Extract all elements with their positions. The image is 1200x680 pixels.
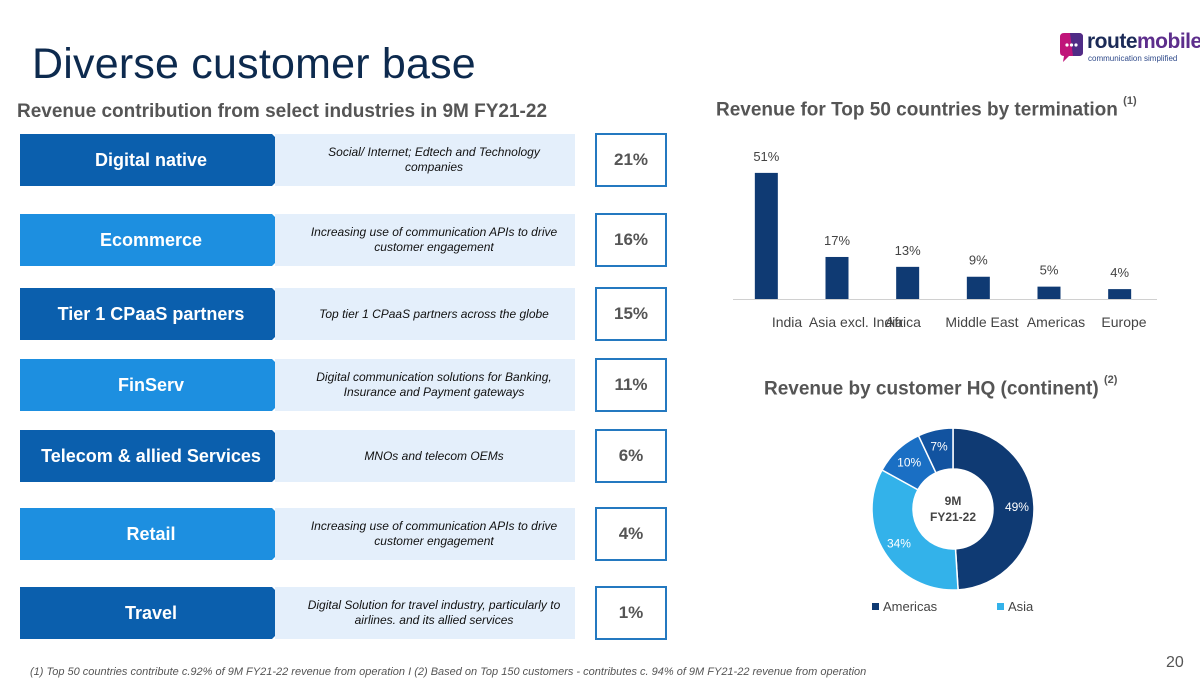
legend-swatch [997,603,1004,610]
industry-description: Increasing use of communication APIs to … [275,214,575,266]
bar [1108,289,1132,299]
slice-label: 7% [930,440,948,454]
bar [1037,286,1061,299]
industry-description: MNOs and telecom OEMs [275,430,575,482]
industry-arrow: Digital native [20,134,298,186]
industry-arrow: Travel [20,587,298,639]
industry-arrow: FinServ [20,359,298,411]
page-number: 20 [1166,654,1184,671]
bar [825,256,849,299]
bar-value-label: 13% [895,243,921,258]
industry-row: FinServ Digital communication solutions f… [20,358,670,412]
industry-description: Increasing use of communication APIs to … [275,508,575,560]
industry-share: 15% [595,287,667,341]
industry-description: Top tier 1 CPaaS partners across the glo… [275,288,575,340]
industry-label: FinServ [117,375,185,395]
continent-donut-chart: 49% 34% 10% 7% 9M FY21-22 Americas Asia [871,427,1035,614]
logo-tagline: communication simplified [1088,54,1178,63]
bar-value-label: 17% [824,233,850,248]
slice-label: 49% [1005,500,1029,514]
bar-chart-heading: Revenue for Top 50 countries by terminat… [716,95,1137,121]
category-tick-label: Asia excl. India [809,314,903,330]
category-tick-label: India [772,314,803,330]
legend-label: Americas [883,599,938,614]
donut-slice [871,468,959,591]
industry-arrow: Tier 1 CPaaS partners [20,288,298,340]
bar [896,266,920,299]
countries-bar-chart: 51% India 17% Asia excl. India 13% Africa 9% Mi… [733,149,1157,330]
bar-value-label: 4% [1110,265,1129,280]
industry-share: 1% [595,586,667,640]
donut-hole [914,470,992,548]
industry-arrow: Retail [20,508,298,560]
category-tick-label: Middle East [945,314,1018,330]
category-tick-label: Americas [1027,314,1085,330]
industries-heading: Revenue contribution from select industr… [17,101,548,122]
industry-label: Digital native [94,150,208,170]
donut-center-label: FY21-22 [930,510,976,524]
industry-label: Retail [126,524,176,544]
category-tick-label: Europe [1101,314,1146,330]
industry-row: Tier 1 CPaaS partners Top tier 1 CPaaS pa… [20,287,670,341]
industry-label: Tier 1 CPaaS partners [57,304,245,324]
industry-description-text: Increasing use of communication APIs to … [310,225,558,254]
legend-swatch [872,603,879,610]
legend-label: Asia [1008,599,1034,614]
donut-center-label: 9M [945,494,962,508]
industry-description: Digital communication solutions for Bank… [275,359,575,411]
industry-arrow: Telecom & allied Services [20,430,298,482]
bar-value-label: 9% [969,253,988,268]
industry-row: Digital native Social/ Internet; Edtech a… [20,133,670,187]
industry-arrow: Ecommerce [20,214,298,266]
industry-row: Retail Increasing use of communication AP… [20,507,670,561]
industry-description-text: MNOs and telecom OEMs [364,448,504,463]
category-tick-label: Africa [885,314,921,330]
industry-share: 4% [595,507,667,561]
industry-share: 6% [595,429,667,483]
bar-value-label: 5% [1040,263,1059,278]
industry-share: 21% [595,133,667,187]
industry-label: Telecom & allied Services [41,446,261,466]
industry-row: Ecommerce Increasing use of communication… [20,213,670,267]
logo-wordmark: routemobile [1087,30,1200,53]
donut-chart-heading: Revenue by customer HQ (continent) (2) [764,374,1118,400]
page-title: Diverse customer base [32,40,476,88]
donut-slice [952,427,1035,591]
industry-description-text: Digital communication solutions for Bank… [316,370,552,399]
industry-share: 11% [595,358,667,412]
industry-row: Telecom & allied Services MNOs and teleco… [20,429,670,483]
industry-label: Ecommerce [99,230,203,250]
slice-label: 34% [887,536,911,550]
donut-slice [917,427,954,474]
industry-description-text: Digital Solution for travel industry, pa… [307,598,561,627]
industry-label: Travel [124,603,178,623]
bar-value-label: 51% [753,149,779,164]
industry-row: Travel Digital Solution for travel indust… [20,586,670,640]
industry-description: Social/ Internet; Edtech and Technology … [275,134,575,186]
bar [754,172,778,299]
slice-label: 10% [897,455,921,469]
industry-description: Digital Solution for travel industry, pa… [275,587,575,639]
industry-share: 16% [595,213,667,267]
bar [966,276,990,299]
route-mobile-logo [1060,33,1083,62]
industry-description-text: Top tier 1 CPaaS partners across the glo… [319,306,549,321]
industry-description-text: Increasing use of communication APIs to … [310,519,558,548]
industry-description-text: Social/ Internet; Edtech and Technology … [328,145,540,174]
footnote: (1) Top 50 countries contribute c.92% of… [30,666,867,678]
